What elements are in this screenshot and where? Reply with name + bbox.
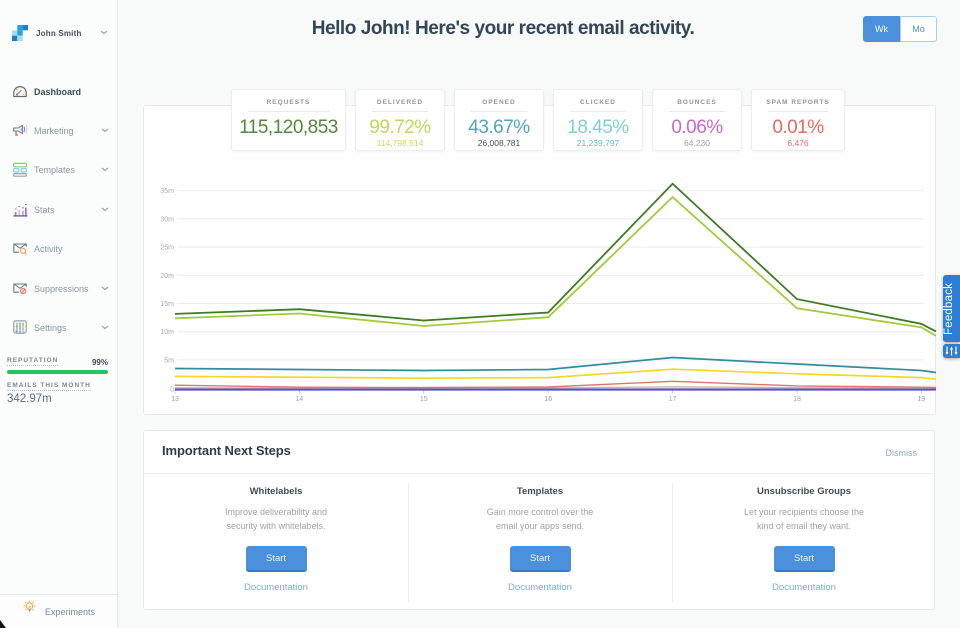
svg-text:18: 18 xyxy=(793,396,801,403)
svg-text:14: 14 xyxy=(296,396,304,403)
svg-text:16: 16 xyxy=(544,396,552,403)
svg-text:35m: 35m xyxy=(160,188,174,195)
svg-text:30m: 30m xyxy=(160,216,174,223)
svg-text:15: 15 xyxy=(420,396,428,403)
svg-text:17: 17 xyxy=(669,396,677,403)
svg-text:25m: 25m xyxy=(160,245,174,252)
svg-text:5m: 5m xyxy=(164,357,174,364)
svg-text:20m: 20m xyxy=(160,273,174,280)
svg-text:10m: 10m xyxy=(160,329,174,336)
svg-text:15m: 15m xyxy=(160,301,174,308)
svg-text:0: 0 xyxy=(170,387,174,394)
svg-text:19: 19 xyxy=(918,396,926,403)
svg-text:13: 13 xyxy=(171,396,179,403)
